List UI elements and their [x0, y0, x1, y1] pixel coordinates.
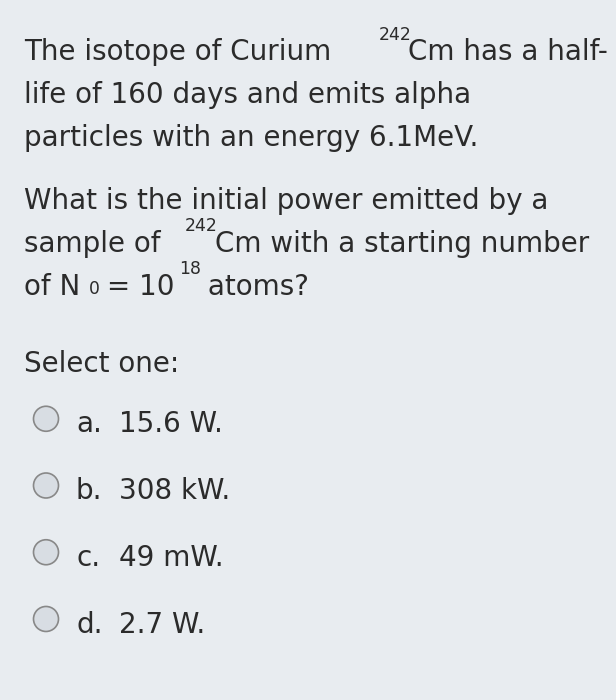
- Text: Select one:: Select one:: [24, 350, 179, 378]
- Text: What is the initial power emitted by a: What is the initial power emitted by a: [24, 186, 548, 214]
- Text: 242: 242: [185, 217, 218, 235]
- Text: 308 kW.: 308 kW.: [119, 477, 230, 505]
- Circle shape: [33, 473, 59, 498]
- Circle shape: [33, 406, 59, 431]
- Text: 15.6 W.: 15.6 W.: [119, 410, 223, 438]
- Text: 242: 242: [378, 25, 411, 43]
- Text: of N: of N: [24, 273, 80, 301]
- Text: 18: 18: [179, 260, 201, 278]
- Text: Cm has a half-: Cm has a half-: [408, 38, 608, 66]
- Text: a.: a.: [76, 410, 102, 438]
- Text: 49 mW.: 49 mW.: [119, 544, 224, 572]
- Text: 2.7 W.: 2.7 W.: [119, 610, 205, 638]
- Text: life of 160 days and emits alpha: life of 160 days and emits alpha: [24, 81, 471, 109]
- Circle shape: [33, 606, 59, 631]
- Text: c.: c.: [76, 544, 100, 572]
- Text: d.: d.: [76, 610, 102, 638]
- Text: Cm with a starting number: Cm with a starting number: [215, 230, 590, 258]
- Text: atoms?: atoms?: [199, 273, 309, 301]
- Text: sample of: sample of: [24, 230, 169, 258]
- Circle shape: [33, 540, 59, 565]
- Text: = 10: = 10: [99, 273, 175, 301]
- Text: The isotope of Curium: The isotope of Curium: [24, 38, 340, 66]
- Text: 0: 0: [89, 279, 99, 298]
- Text: particles with an energy 6.1MeV.: particles with an energy 6.1MeV.: [24, 124, 479, 152]
- Text: b.: b.: [76, 477, 102, 505]
